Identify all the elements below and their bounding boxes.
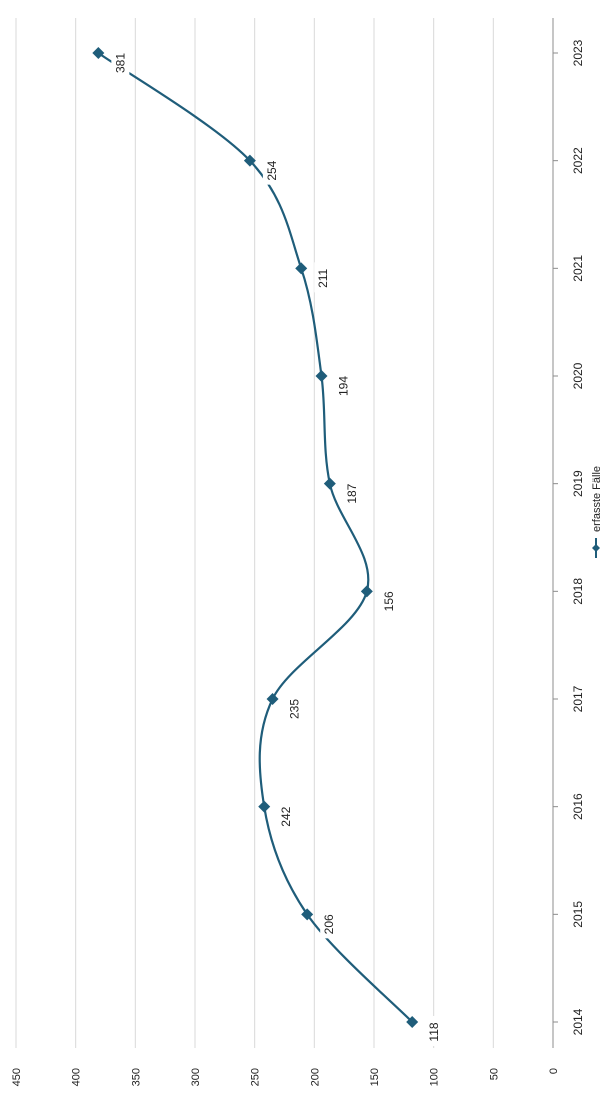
category-tick-label: 2016 — [571, 793, 585, 820]
category-tick-label: 2018 — [571, 578, 585, 605]
data-point-marker — [315, 370, 328, 382]
series-line — [97, 52, 413, 1023]
data-point-marker — [92, 47, 105, 59]
value-tick-label: 250 — [250, 1068, 262, 1086]
data-labels: 118 206 242 235 156 187 194 211 254 381 — [111, 47, 444, 1046]
data-label: 118 — [427, 1022, 441, 1041]
data-label-background — [111, 47, 130, 77]
gridlines — [15, 18, 494, 1048]
legend-marker-swatch — [592, 544, 600, 552]
value-tick-label: 0 — [548, 1068, 560, 1074]
data-label: 211 — [316, 268, 330, 287]
data-point-marker — [360, 585, 373, 598]
data-label: 242 — [279, 806, 293, 826]
axes: 0 50 100 150 200 250 300 350 400 450 2014 2015 2016 2… — [11, 18, 585, 1086]
category-tick-label: 2022 — [571, 147, 585, 174]
category-tick-label: 2020 — [571, 362, 585, 389]
series-lines — [97, 52, 413, 1023]
value-tick-label: 450 — [11, 1068, 23, 1086]
category-tick-label: 2019 — [571, 470, 585, 497]
data-point-marker — [243, 154, 256, 167]
category-tick-label: 2017 — [571, 685, 585, 712]
value-tick-label: 50 — [488, 1068, 500, 1080]
data-point-marker — [406, 1016, 419, 1028]
data-label: 381 — [113, 53, 127, 73]
data-label: 235 — [288, 699, 302, 719]
data-label: 206 — [322, 914, 336, 934]
legend-label: erfasste Fälle — [591, 466, 603, 532]
value-tick-label: 100 — [429, 1068, 441, 1086]
data-markers — [92, 47, 419, 1028]
data-label-background — [320, 908, 339, 939]
data-point-marker — [295, 262, 308, 275]
data-label-background — [379, 585, 398, 616]
legend: erfasste Fälle — [591, 466, 603, 558]
data-point-marker — [323, 477, 336, 490]
value-tick-label: 150 — [369, 1068, 381, 1086]
data-label: 156 — [382, 591, 396, 611]
category-tick-label: 2023 — [571, 39, 585, 66]
data-label-background — [342, 477, 361, 508]
data-label: 194 — [336, 376, 350, 396]
value-tick-label: 350 — [130, 1068, 142, 1086]
data-label-background — [277, 800, 296, 831]
data-label-background — [425, 1016, 444, 1046]
category-tick-label: 2014 — [571, 1008, 585, 1035]
data-label-background — [314, 262, 333, 293]
data-label: 254 — [265, 160, 279, 180]
data-point-marker — [301, 908, 314, 921]
category-tick-label: 2021 — [571, 255, 585, 282]
data-label: 187 — [345, 483, 359, 503]
data-label-background — [262, 154, 281, 185]
data-point-marker — [258, 800, 271, 813]
data-point-marker — [266, 693, 279, 705]
value-tick-label: 200 — [309, 1068, 321, 1086]
category-tick-label: 2015 — [571, 901, 585, 928]
value-tick-label: 300 — [190, 1068, 202, 1086]
data-label-background — [334, 370, 353, 400]
value-tick-label: 400 — [71, 1068, 83, 1086]
data-label-background — [285, 693, 304, 723]
